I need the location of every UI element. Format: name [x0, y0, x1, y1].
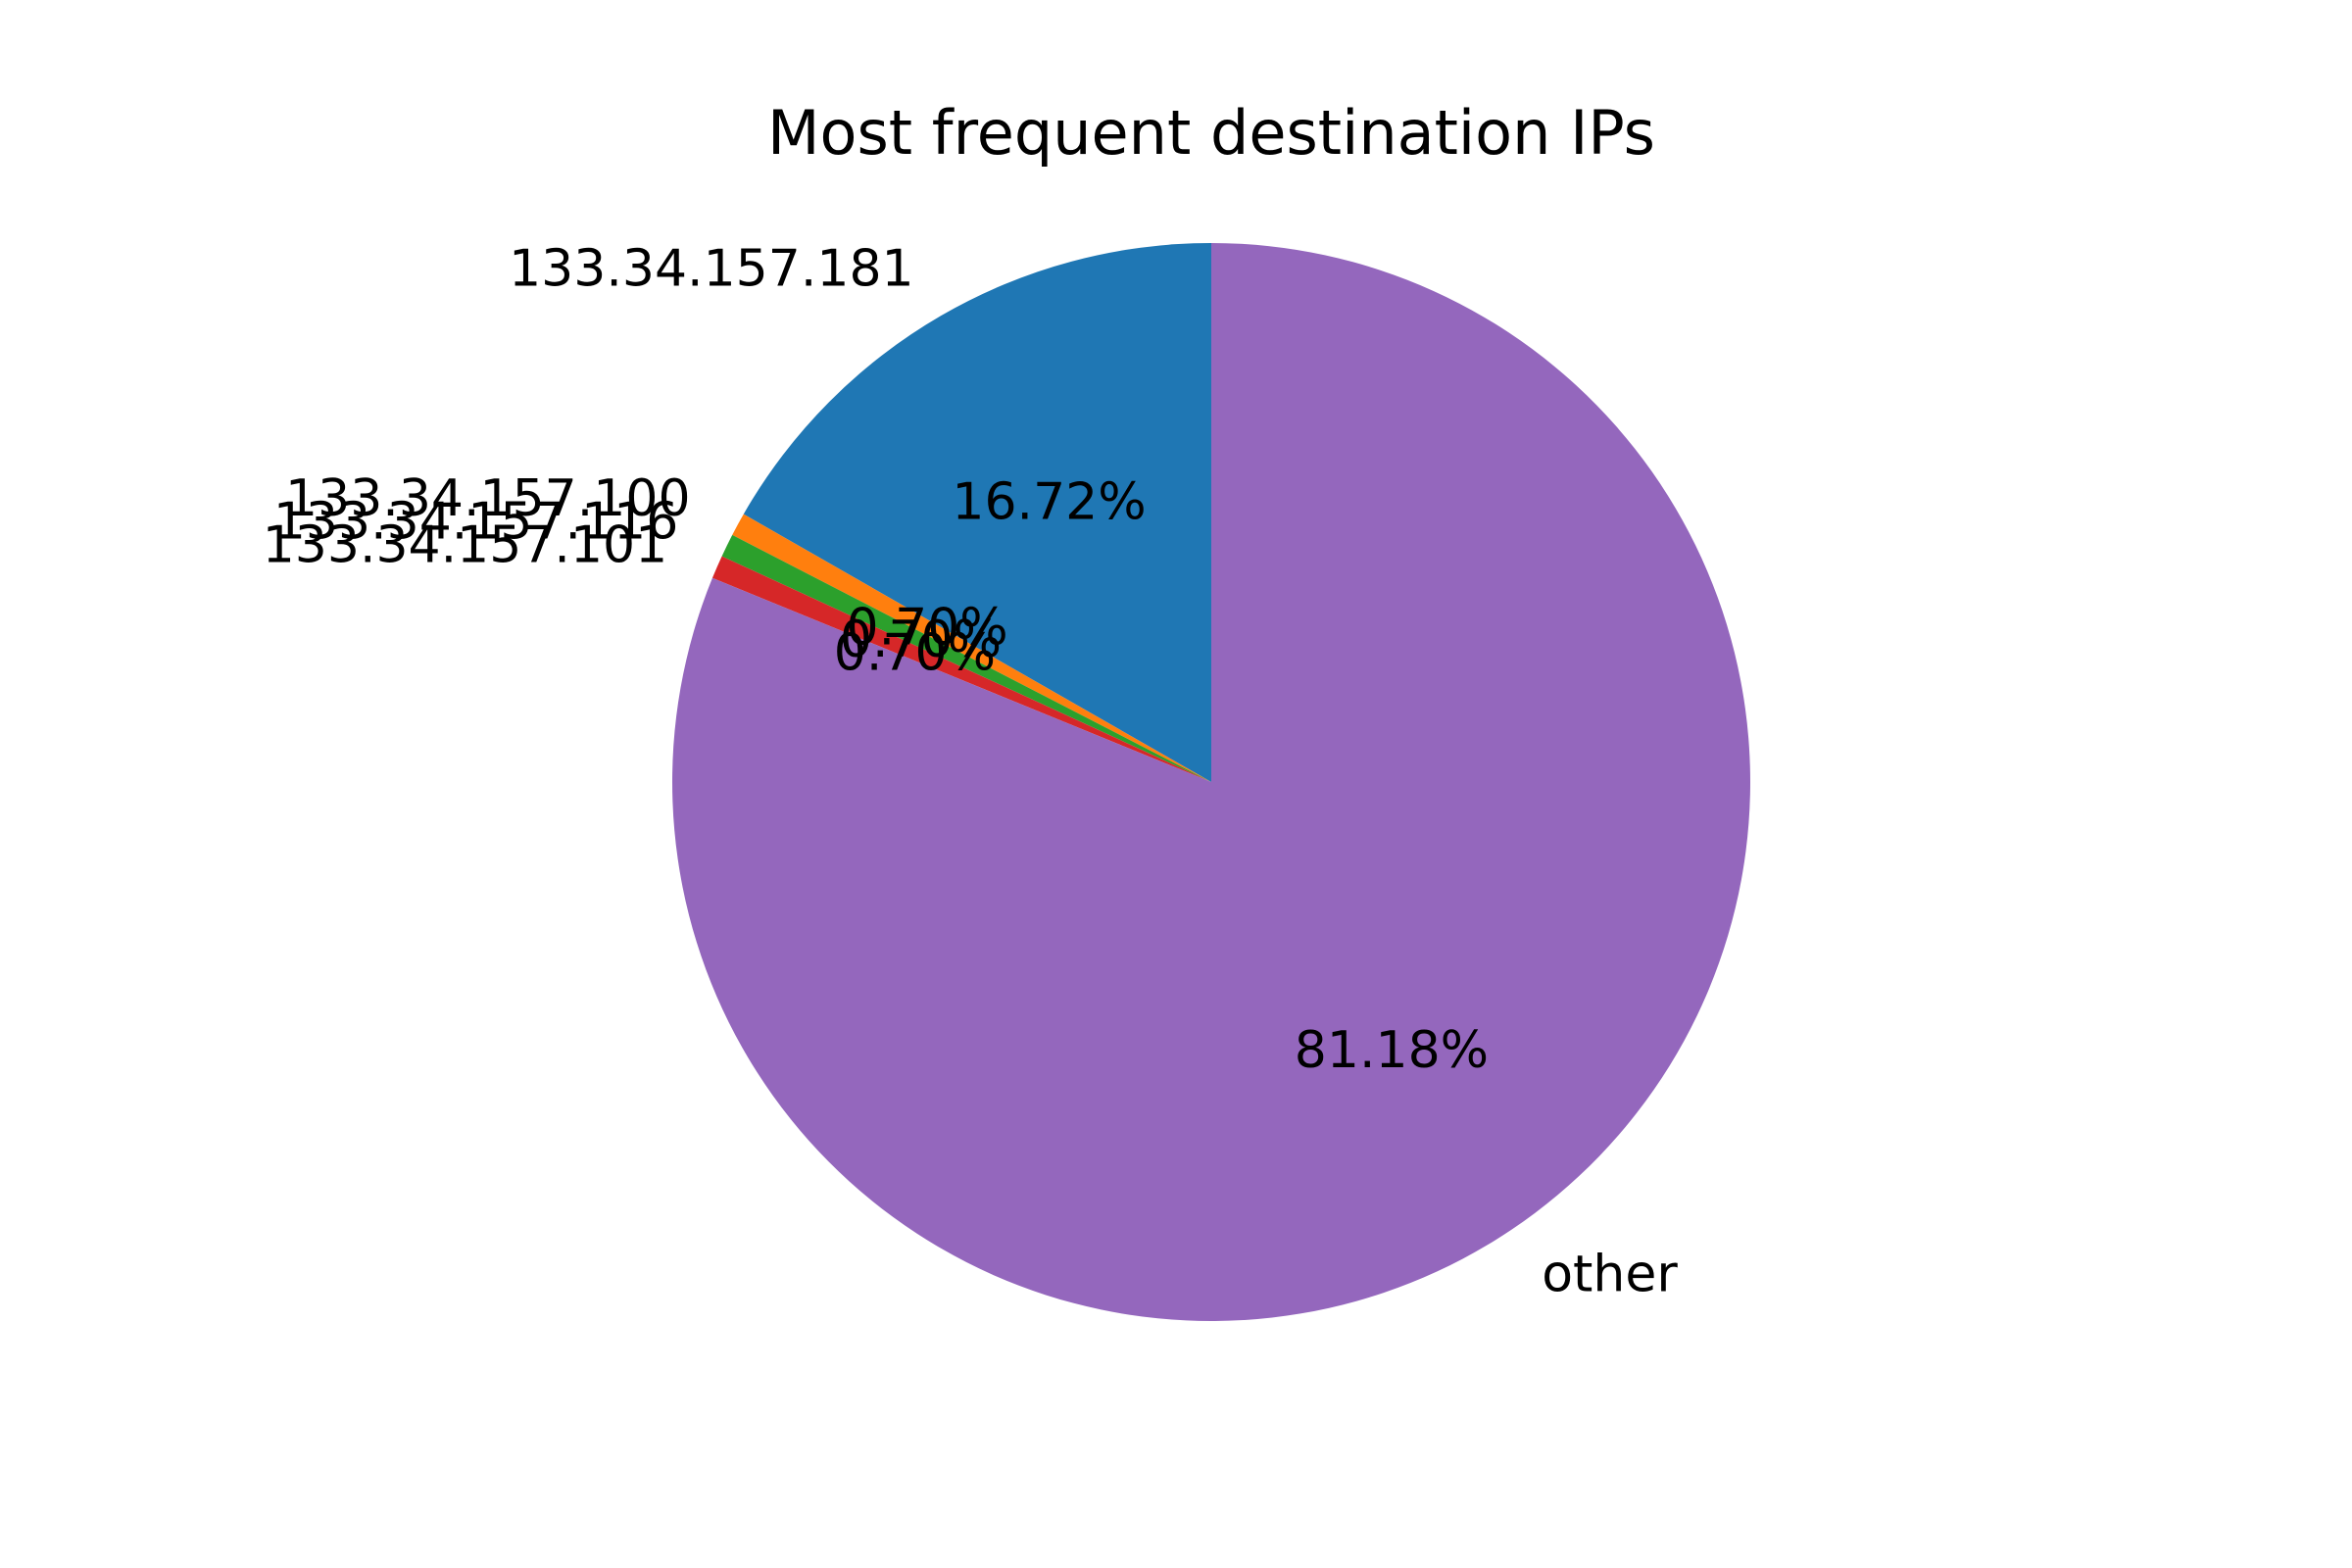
slice-label-133-34-157-181: 133.34.157.181	[509, 240, 914, 299]
slice-percent-133-34-157-100: 0.70%	[847, 598, 1008, 657]
pie-slices	[672, 243, 1750, 1321]
pie-slice-133-34-157-101	[711, 556, 1211, 782]
slice-label-133-34-157-116: 133.34.157.116	[273, 493, 679, 552]
slice-label-133-34-157-101: 133.34.157.101	[263, 516, 668, 575]
pie-slice-133-34-157-100	[732, 514, 1211, 782]
pie-slice-other	[672, 243, 1750, 1321]
pie-slice-labels: 133.34.157.181 133.34.157.100133.34.157.1…	[263, 240, 1679, 1304]
pie-slice-133-34-157-181	[743, 243, 1211, 782]
slice-label-133-34-157-100: 133.34.157.100	[285, 469, 691, 528]
slice-percent-133-34-157-116: 0.70%	[840, 611, 1002, 669]
pie-percent-labels: 16.72% 0.70%0.70%0.70% 81.18%	[834, 472, 1489, 1079]
chart-title: Most frequent destination IPs	[767, 97, 1655, 169]
pie-slice-133-34-157-116	[721, 534, 1211, 782]
slice-percent-other: 81.18%	[1295, 1021, 1489, 1080]
slice-percent-133-34-157-181: 16.72%	[952, 472, 1146, 531]
slice-label-other: other	[1542, 1245, 1678, 1303]
slice-percent-133-34-157-101: 0.70%	[834, 623, 996, 682]
